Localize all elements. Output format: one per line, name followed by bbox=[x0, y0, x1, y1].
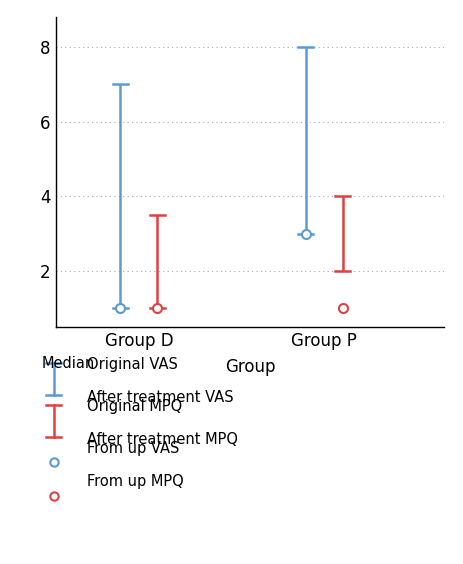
Text: Original VAS: Original VAS bbox=[87, 357, 178, 372]
Text: Median: Median bbox=[41, 356, 94, 372]
Text: From up VAS: From up VAS bbox=[87, 440, 180, 456]
X-axis label: Group: Group bbox=[225, 358, 275, 376]
Text: Original MPQ: Original MPQ bbox=[87, 399, 182, 414]
Text: After treatment VAS: After treatment VAS bbox=[87, 390, 234, 406]
Text: From up MPQ: From up MPQ bbox=[87, 474, 184, 489]
Text: After treatment MPQ: After treatment MPQ bbox=[87, 432, 238, 447]
